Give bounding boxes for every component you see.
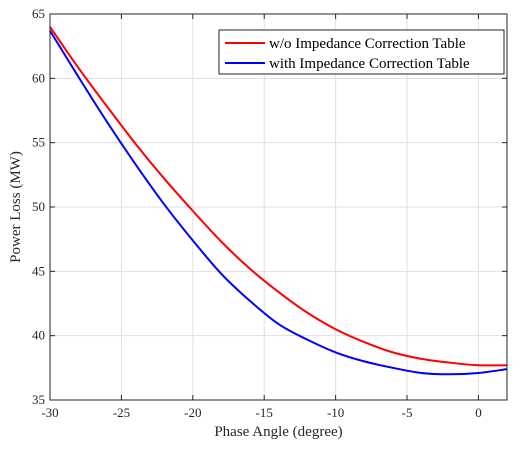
x-axis-title: Phase Angle (degree) <box>214 424 342 440</box>
x-tick-label: -20 <box>184 405 201 420</box>
series-line-2 <box>49 30 508 376</box>
y-axis-title: Power Loss (MW) <box>8 151 24 263</box>
x-tick-label: -25 <box>113 405 130 420</box>
x-tick-label: -5 <box>402 405 413 420</box>
y-tick-label: 40 <box>32 328 45 343</box>
series-layer <box>49 26 508 376</box>
ticks: -30 -25 -20 -15 -10 -5 0 35 40 45 50 55 60 65 <box>32 6 507 420</box>
y-tick-label: 35 <box>32 392 45 407</box>
legend-box <box>218 29 505 75</box>
x-tick-label: -10 <box>327 405 344 420</box>
y-tick-label: 50 <box>32 199 45 214</box>
legend-label-2: with Impedance Correction Table <box>269 56 470 72</box>
x-tick-label: -30 <box>41 405 58 420</box>
y-tick-label: 60 <box>32 70 45 85</box>
x-tick-label: -15 <box>256 405 273 420</box>
legend: w/o Impedance Correction Table with Imped… <box>218 29 505 75</box>
y-tick-label: 45 <box>32 263 45 278</box>
y-tick-label: 55 <box>32 135 45 150</box>
x-tick-label: 0 <box>475 405 482 420</box>
y-tick-label: 65 <box>32 6 45 21</box>
series-line-1 <box>49 26 508 367</box>
legend-label-1: w/o Impedance Correction Table <box>269 36 466 52</box>
